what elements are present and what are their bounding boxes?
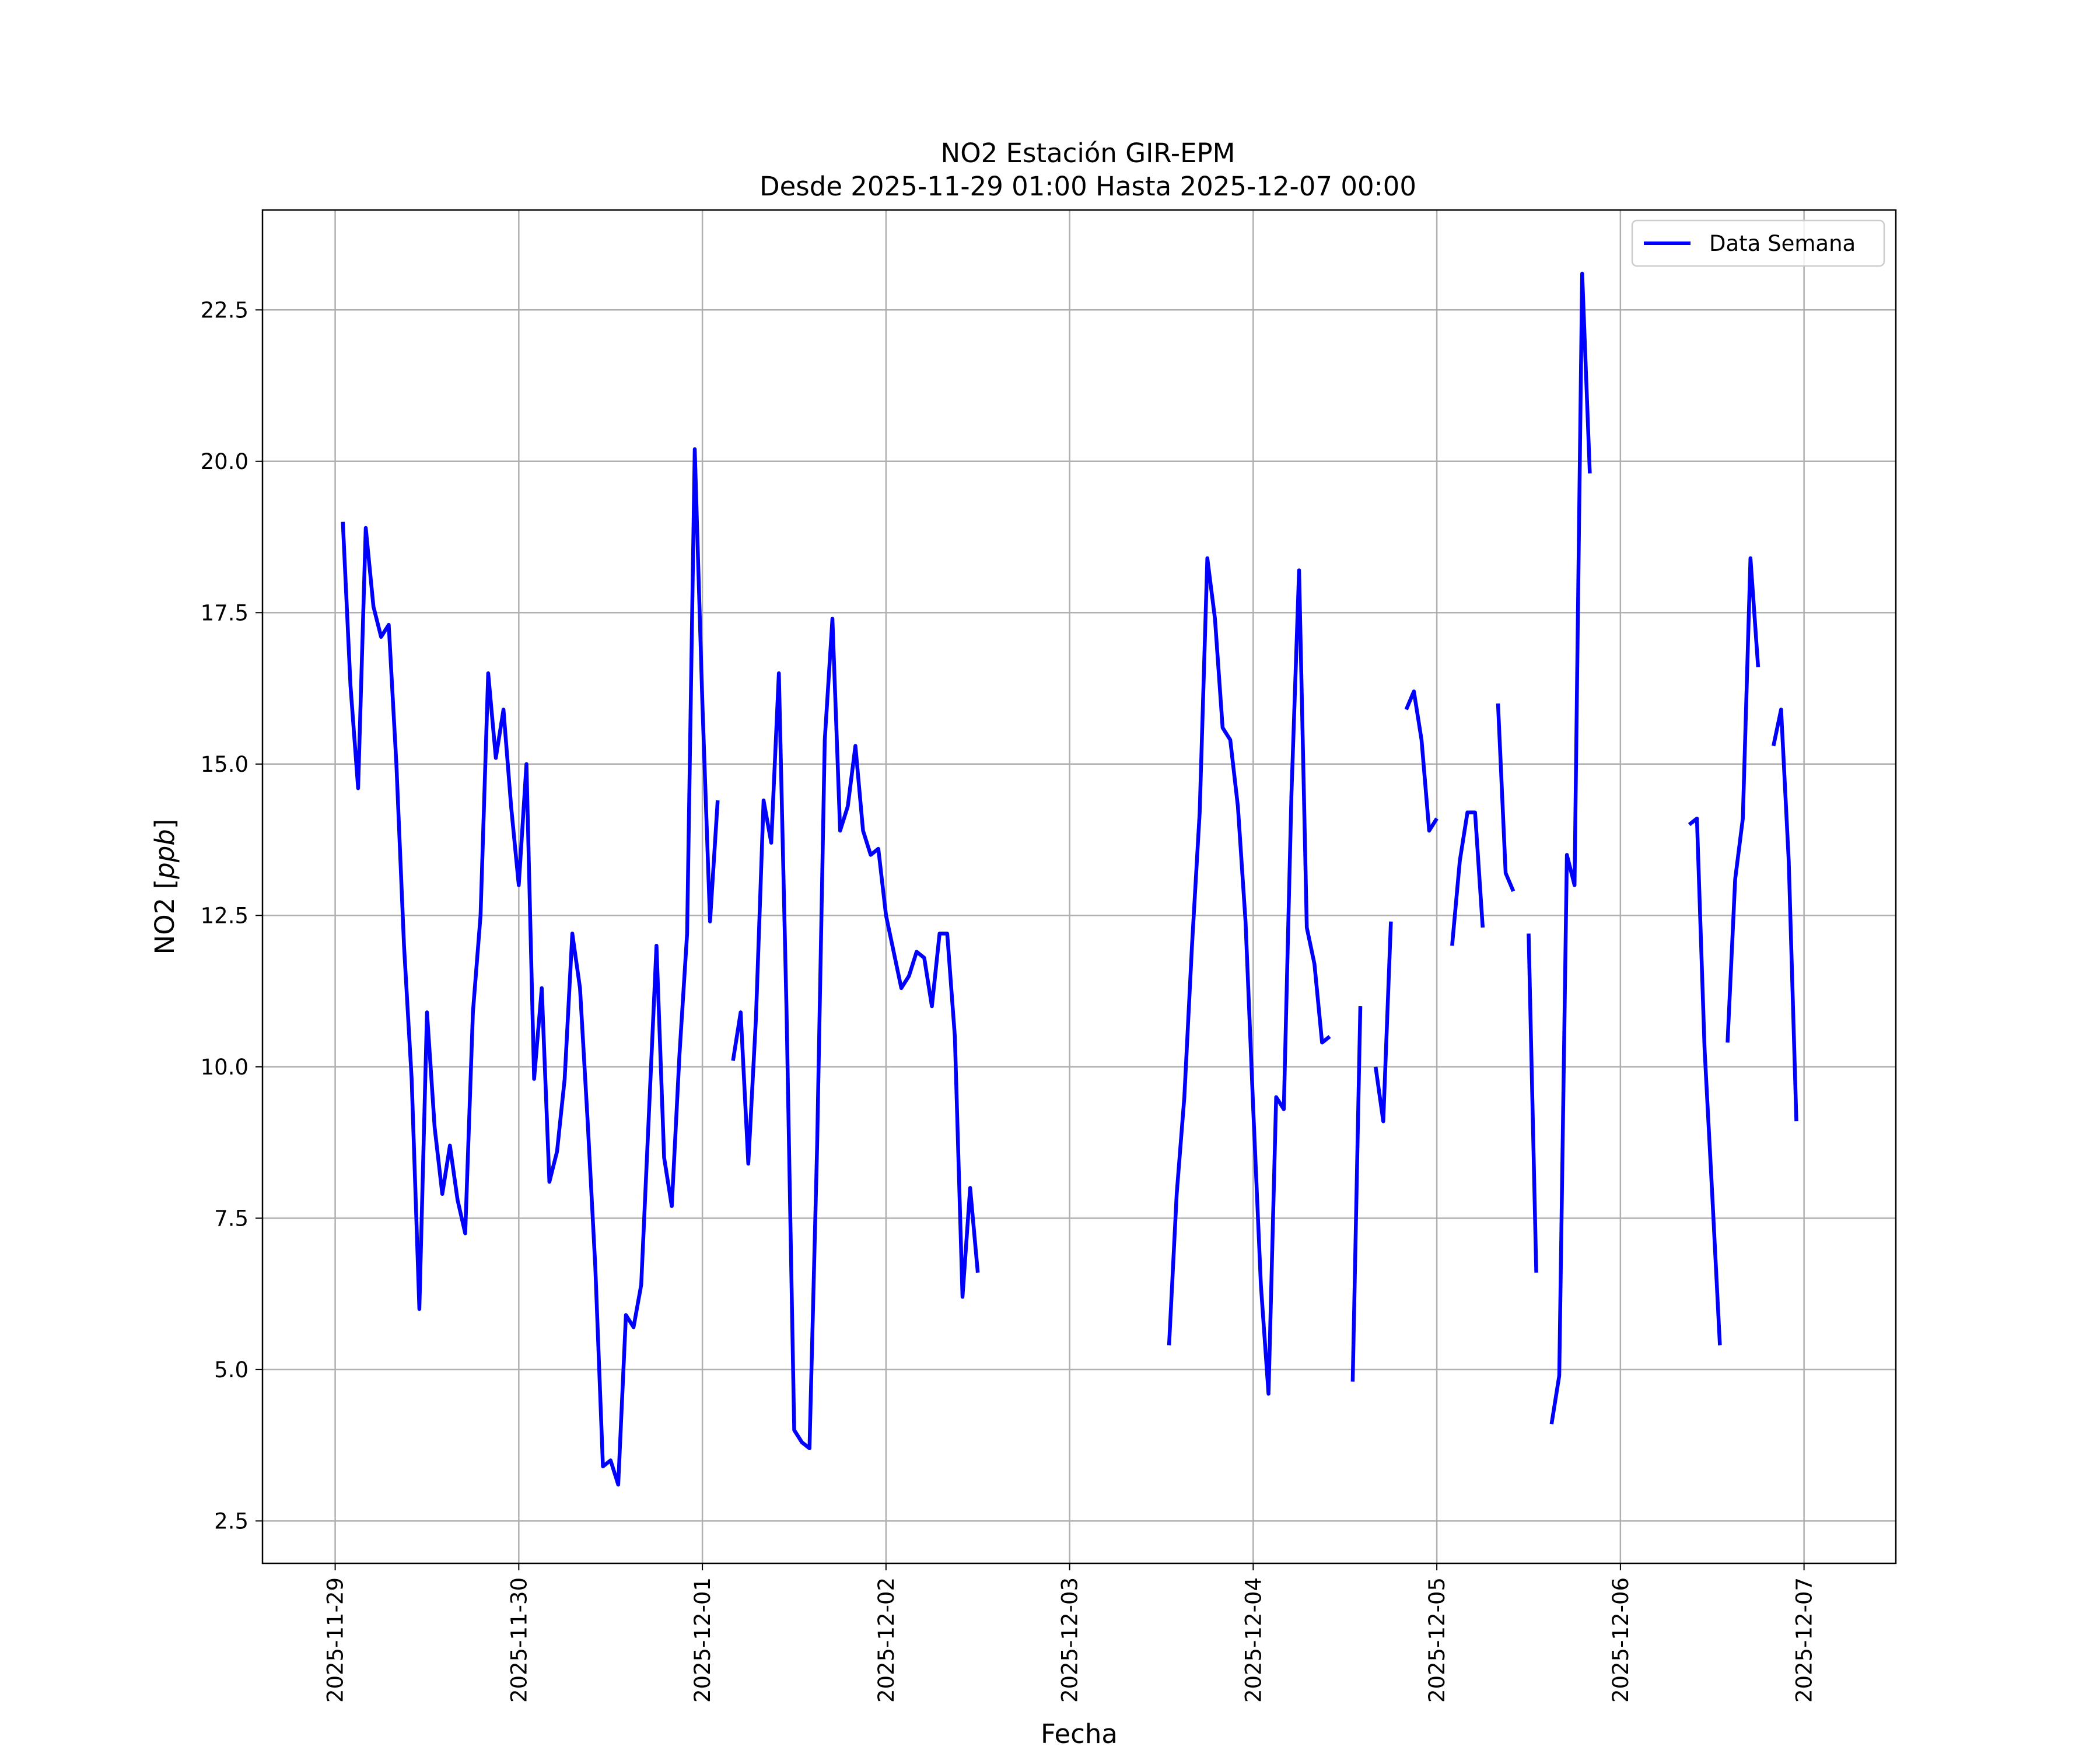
series-line-segment (1688, 816, 1722, 1346)
chart-subtitle: Desde 2025-11-29 01:00 Hasta 2025-12-07 … (760, 171, 1416, 202)
y-axis-label: NO2 [ppb] (149, 819, 180, 955)
series-line-segment (1450, 810, 1485, 946)
legend-box (1631, 219, 1885, 267)
y-axis-ticks: 2.5 5.0 7.5 10.0 12.5 15.0 17.5 20.0 22.5 (201, 298, 262, 1534)
series-line-segment (1167, 556, 1331, 1396)
y-tick-label: 15.0 (201, 752, 249, 777)
x-axis-label: Fecha (1041, 1718, 1118, 1749)
y-tick-label: 7.5 (214, 1206, 249, 1231)
x-tick-label: 2025-12-01 (690, 1577, 715, 1703)
series-data-semana (341, 271, 1798, 1487)
y-axis-label-unit: ppb (149, 829, 180, 880)
series-line-segment (1404, 689, 1438, 833)
series-line-segment (341, 447, 720, 1487)
x-tick-label: 2025-12-06 (1608, 1577, 1633, 1703)
series-line-segment (1373, 921, 1393, 1124)
x-tick-label: 2025-12-04 (1241, 1577, 1266, 1703)
y-tick-label: 5.0 (214, 1357, 249, 1382)
series-line-segment (731, 617, 980, 1451)
x-tick-label: 2025-11-30 (506, 1577, 531, 1703)
legend-label: Data Semana (1709, 231, 1856, 256)
series-line-segment (1772, 708, 1798, 1122)
y-tick-label: 12.5 (201, 903, 249, 928)
x-tick-label: 2025-12-07 (1792, 1577, 1817, 1703)
y-axis-label-suffix: ] (149, 819, 180, 830)
y-tick-label: 20.0 (201, 449, 249, 474)
legend: Data Semana (1631, 219, 1885, 267)
x-tick-label: 2025-11-29 (323, 1577, 348, 1703)
x-axis-ticks: 2025-11-29 2025-11-30 2025-12-01 2025-12-02… (323, 1563, 1817, 1703)
y-axis-label-prefix: NO2 [ (149, 879, 180, 955)
series-line-segment (1527, 933, 1538, 1273)
y-tick-label: 17.5 (201, 600, 249, 625)
x-tick-label: 2025-12-05 (1424, 1577, 1450, 1703)
x-tick-label: 2025-12-02 (874, 1577, 899, 1703)
x-tick-label: 2025-12-03 (1058, 1577, 1083, 1703)
chart-title: NO2 Estación GIR-EPM (941, 138, 1236, 169)
series-line-segment (1350, 1006, 1363, 1382)
grid-lines (262, 210, 1896, 1563)
plot-area-frame (261, 209, 1897, 1564)
y-tick-label: 2.5 (214, 1508, 249, 1534)
series-line-segment (1726, 556, 1760, 1043)
y-tick-label: 22.5 (201, 298, 249, 323)
series-line-segment (1549, 271, 1592, 1424)
series-line-segment (1496, 703, 1516, 892)
y-tick-label: 10.0 (201, 1055, 249, 1080)
